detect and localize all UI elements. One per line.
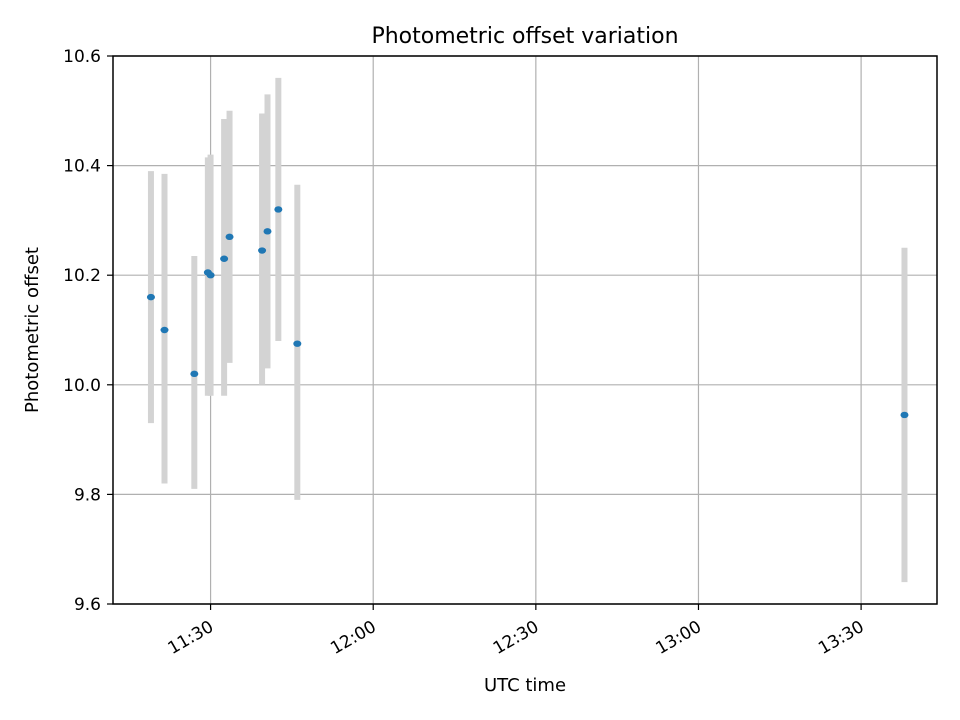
data-point [206,272,215,279]
plot-frame [112,55,938,605]
y-tick-label: 10.4 [63,157,101,177]
chart-title: Photometric offset variation [371,24,678,49]
error-bars [147,77,908,583]
y-tick-label: 9.6 [74,595,101,615]
x-tick-label: 13:30 [815,617,867,659]
x-axis-label: UTC time [484,675,566,696]
data-points [146,206,909,419]
data-point [160,326,169,334]
y-tick-label: 10.2 [63,266,101,286]
data-point [258,247,267,254]
x-tick-label: 12:30 [490,617,542,659]
x-tick-label: 13:00 [653,617,705,659]
y-tick-label: 9.8 [74,485,101,505]
y-tick-label: 10.0 [63,376,101,396]
data-point [293,340,302,347]
y-tick-label: 10.6 [63,47,101,67]
data-point [146,293,155,301]
data-point [225,233,234,241]
y-axis-ticks: 9.6 9.8 10.0 10.2 10.4 10.6 [63,47,113,615]
data-point [190,370,199,378]
x-tick-label: 11:30 [165,617,217,659]
data-point [220,255,229,262]
data-point [263,228,272,235]
data-point [900,411,909,419]
grid [113,55,937,605]
x-tick-label: 12:00 [327,617,379,659]
x-axis-ticks: 11:30 12:00 12:30 13:00 13:30 [165,604,868,659]
y-axis-label: Photometric offset [22,247,43,413]
data-point [274,206,283,213]
